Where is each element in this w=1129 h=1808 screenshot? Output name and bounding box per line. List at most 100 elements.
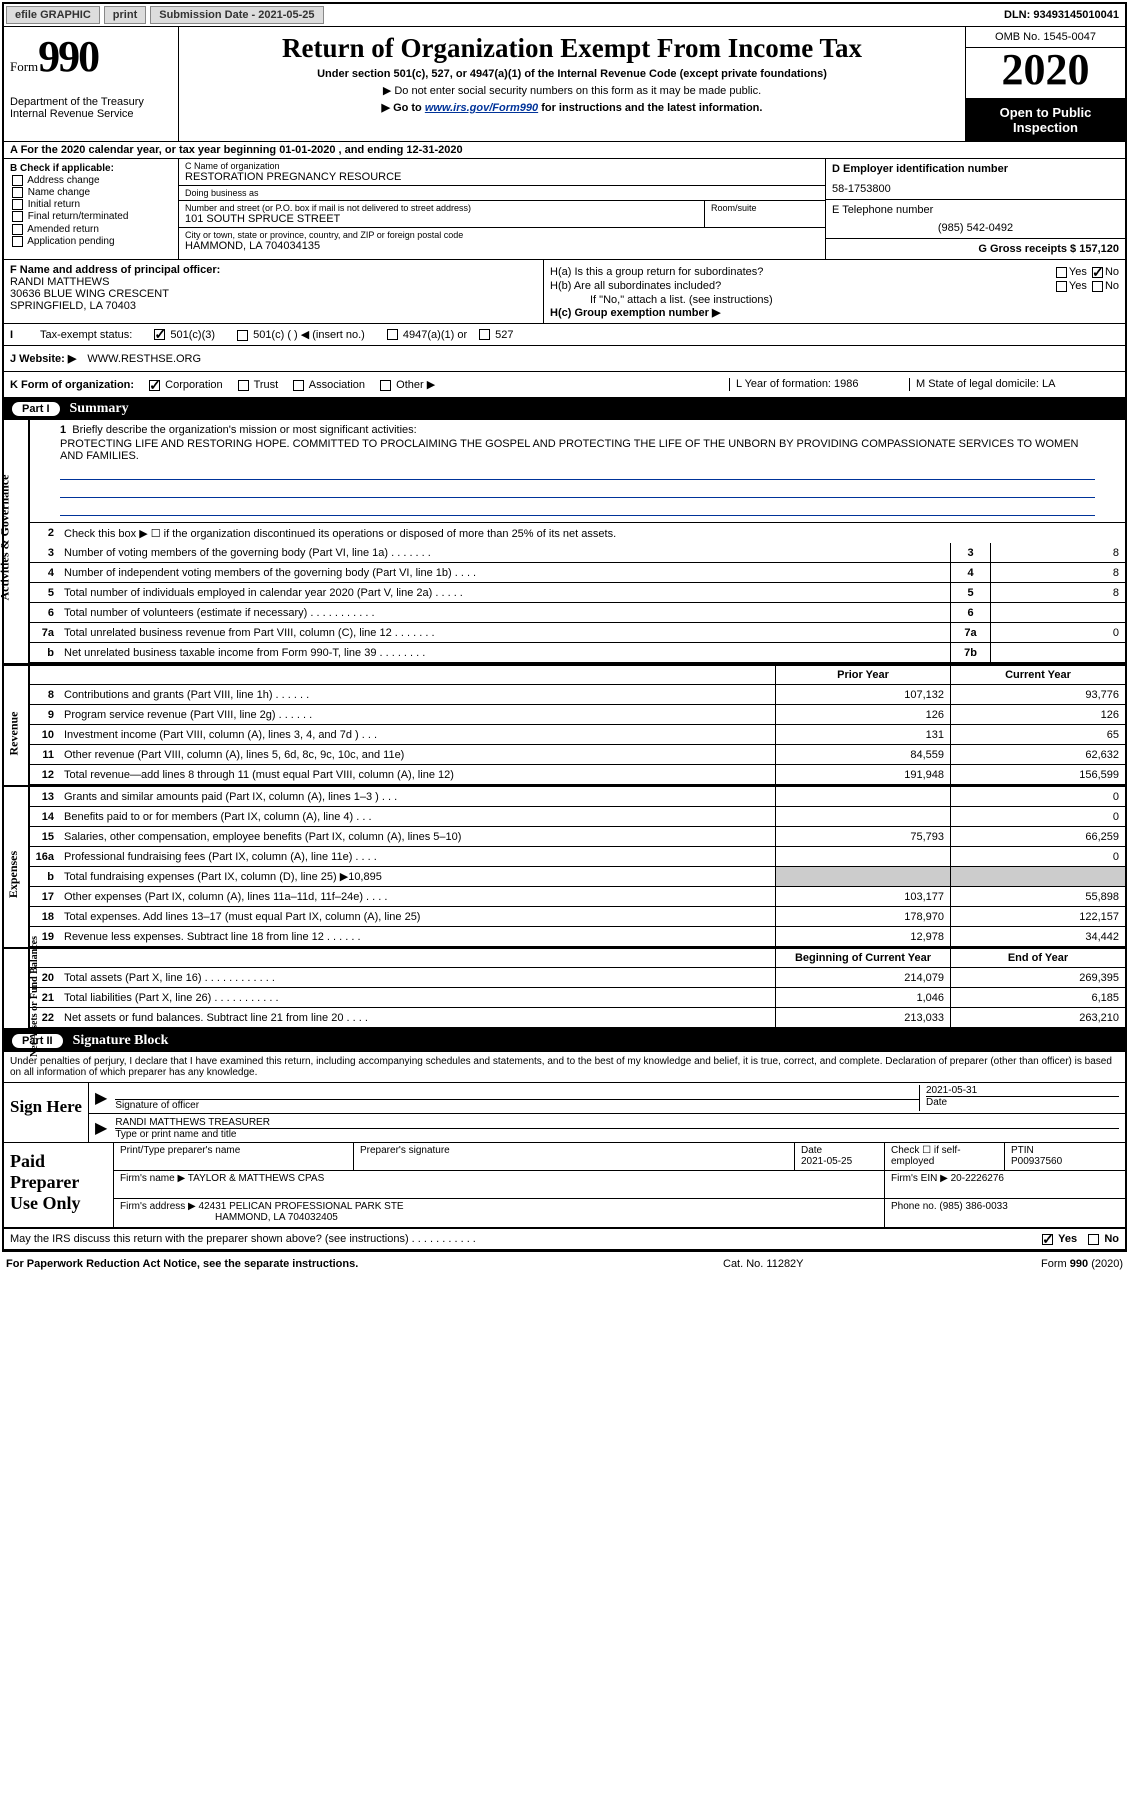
table-row: 5Total number of individuals employed in… [30, 583, 1125, 603]
table-row: 9Program service revenue (Part VIII, lin… [30, 705, 1125, 725]
row-i: I Tax-exempt status: 501(c)(3) 501(c) ( … [4, 324, 1125, 346]
website: WWW.RESTHSE.ORG [87, 353, 201, 365]
form-prefix: Form [10, 59, 38, 74]
arrow-icon: ▶ [95, 1118, 107, 1138]
table-row: 14Benefits paid to or for members (Part … [30, 807, 1125, 827]
governance-section: Activities & Governance 1 Briefly descri… [4, 420, 1125, 665]
col-b-label: B Check if applicable: [10, 163, 172, 174]
row-k: K Form of organization: Corporation Trus… [4, 372, 1125, 398]
subtitle-1: Under section 501(c), 527, or 4947(a)(1)… [185, 68, 959, 80]
expenses-section: Expenses 13Grants and similar amounts pa… [4, 787, 1125, 949]
table-row: 12Total revenue—add lines 8 through 11 (… [30, 765, 1125, 785]
part1-header: Part I Summary [4, 398, 1125, 420]
header-center: Return of Organization Exempt From Incom… [179, 27, 965, 141]
preparer-block: Paid Preparer Use Only Print/Type prepar… [4, 1143, 1125, 1229]
col-f: F Name and address of principal officer:… [4, 260, 544, 323]
table-row: 20Total assets (Part X, line 16) . . . .… [30, 968, 1125, 988]
ha-label: H(a) Is this a group return for subordin… [550, 266, 1054, 278]
netassets-section: Net Assets or Fund Balances Beginning of… [4, 949, 1125, 1030]
form-number: 990 [38, 32, 98, 81]
officer-label: F Name and address of principal officer: [10, 264, 537, 276]
city: HAMMOND, LA 704034135 [185, 240, 819, 252]
arrow-icon: ▶ [95, 1088, 107, 1108]
efile-label: efile GRAPHIC [6, 6, 100, 24]
chk-initial[interactable]: Initial return [10, 199, 172, 210]
table-row: 21Total liabilities (Part X, line 26) . … [30, 988, 1125, 1008]
hc-label: H(c) Group exemption number ▶ [550, 306, 1119, 319]
tel-label: E Telephone number [832, 204, 1119, 216]
room-label: Room/suite [711, 203, 819, 213]
header-right: OMB No. 1545-0047 2020 Open to Public In… [965, 27, 1125, 141]
tax-year: 2020 [966, 48, 1125, 99]
footer: For Paperwork Reduction Act Notice, see … [0, 1254, 1129, 1274]
part2-header: Part II Signature Block [4, 1030, 1125, 1052]
ein: 58-1753800 [832, 183, 1119, 195]
year-formation: L Year of formation: 1986 [729, 378, 909, 391]
submission-date: Submission Date - 2021-05-25 [150, 6, 323, 24]
org-name-label: C Name of organization [185, 161, 819, 171]
table-row: 8Contributions and grants (Part VIII, li… [30, 685, 1125, 705]
tel: (985) 542-0492 [832, 222, 1119, 234]
chk-final[interactable]: Final return/terminated [10, 211, 172, 222]
table-row: 10Investment income (Part VIII, column (… [30, 725, 1125, 745]
chk-amended[interactable]: Amended return [10, 224, 172, 235]
col-c: C Name of organization RESTORATION PREGN… [179, 159, 825, 259]
table-row: 19Revenue less expenses. Subtract line 1… [30, 927, 1125, 947]
sign-here-block: Sign Here ▶ Signature of officer 2021-05… [4, 1083, 1125, 1143]
col-d: D Employer identification number 58-1753… [825, 159, 1125, 259]
mission-text: PROTECTING LIFE AND RESTORING HOPE. COMM… [60, 438, 1095, 462]
chk-pending[interactable]: Application pending [10, 236, 172, 247]
city-label: City or town, state or province, country… [185, 230, 819, 240]
hb-label: H(b) Are all subordinates included? [550, 280, 1054, 292]
col-b: B Check if applicable: Address change Na… [4, 159, 179, 259]
table-row: 16aProfessional fundraising fees (Part I… [30, 847, 1125, 867]
table-row: 7aTotal unrelated business revenue from … [30, 623, 1125, 643]
table-row: 4Number of independent voting members of… [30, 563, 1125, 583]
hb-note: If "No," attach a list. (see instruction… [550, 294, 1119, 306]
sidebar-expenses: Expenses [6, 851, 21, 898]
sig-intro: Under penalties of perjury, I declare th… [4, 1052, 1125, 1083]
gross-receipts: G Gross receipts $ 157,120 [832, 243, 1119, 255]
form-header: Form990 Department of the Treasury Inter… [4, 27, 1125, 142]
subtitle-3: ▶ Go to www.irs.gov/Form990 for instruct… [185, 101, 959, 114]
section-bcd: B Check if applicable: Address change Na… [4, 159, 1125, 260]
table-row: 18Total expenses. Add lines 13–17 (must … [30, 907, 1125, 927]
col-h: H(a) Is this a group return for subordin… [544, 260, 1125, 323]
table-row: 15Salaries, other compensation, employee… [30, 827, 1125, 847]
print-button[interactable]: print [104, 6, 146, 24]
table-row: 3Number of voting members of the governi… [30, 543, 1125, 563]
mission-block: 1 Briefly describe the organization's mi… [30, 420, 1125, 523]
chk-address[interactable]: Address change [10, 175, 172, 186]
table-row: 22Net assets or fund balances. Subtract … [30, 1008, 1125, 1028]
sidebar-netassets: Net Assets or Fund Balances [29, 936, 40, 1057]
revenue-section: Revenue Prior YearCurrent Year 8Contribu… [4, 665, 1125, 787]
addr: 101 SOUTH SPRUCE STREET [185, 213, 698, 225]
irs-link[interactable]: www.irs.gov/Form990 [425, 102, 538, 114]
sidebar-revenue: Revenue [7, 712, 22, 756]
table-row: bTotal fundraising expenses (Part IX, co… [30, 867, 1125, 887]
state-domicile: M State of legal domicile: LA [909, 378, 1119, 391]
section-fh: F Name and address of principal officer:… [4, 260, 1125, 324]
header-left: Form990 Department of the Treasury Inter… [4, 27, 179, 141]
form-page: efile GRAPHIC print Submission Date - 20… [2, 2, 1127, 1252]
inspection-label: Open to Public Inspection [966, 99, 1125, 141]
dba-label: Doing business as [185, 188, 819, 198]
table-row: 13Grants and similar amounts paid (Part … [30, 787, 1125, 807]
sidebar-governance: Activities & Governance [0, 475, 12, 601]
chk-name[interactable]: Name change [10, 187, 172, 198]
org-name: RESTORATION PREGNANCY RESOURCE [185, 171, 819, 183]
form-title: Return of Organization Exempt From Incom… [185, 33, 959, 64]
table-row: 6Total number of volunteers (estimate if… [30, 603, 1125, 623]
discuss-row: May the IRS discuss this return with the… [4, 1229, 1125, 1250]
ein-label: D Employer identification number [832, 163, 1119, 175]
addr-label: Number and street (or P.O. box if mail i… [185, 203, 698, 213]
table-row: bNet unrelated business taxable income f… [30, 643, 1125, 663]
table-row: 17Other expenses (Part IX, column (A), l… [30, 887, 1125, 907]
table-row: 11Other revenue (Part VIII, column (A), … [30, 745, 1125, 765]
row-j: J Website: ▶ WWW.RESTHSE.ORG [4, 346, 1125, 372]
row-a: A For the 2020 calendar year, or tax yea… [4, 142, 1125, 159]
dln: DLN: 93493145010041 [998, 7, 1125, 23]
subtitle-2: ▶ Do not enter social security numbers o… [185, 84, 959, 97]
officer: RANDI MATTHEWS 30636 BLUE WING CRESCENT … [10, 276, 537, 312]
department: Department of the Treasury Internal Reve… [10, 96, 172, 120]
